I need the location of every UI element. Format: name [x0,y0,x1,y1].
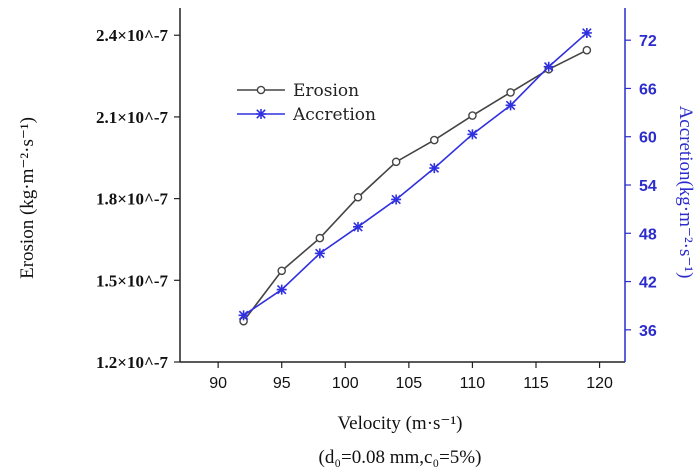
y-axis-title-left: Erosion (kg·m⁻²·s⁻¹) [17,117,38,279]
accretion-point [467,129,478,140]
erosion-point [429,135,439,145]
x-tick-label: 105 [396,375,423,392]
erosion-point [353,192,363,202]
y-left-tick-label: 2.4×10^-7 [96,26,168,45]
legend: Erosion Accretion [237,81,376,125]
erosion-point [315,233,325,243]
erosion-series-line [242,49,588,322]
y-right-tick-label: 66 [639,81,657,98]
y-right-tick-label: 42 [639,275,657,292]
x-axis-title: Velocity (m·s⁻¹) [338,413,463,434]
y-right-tick-label: 72 [639,33,657,50]
series-layer [238,27,592,326]
accretion-point [276,284,287,295]
erosion-point [277,266,287,276]
erosion-point [582,45,592,55]
y-left-tick-label: 1.2×10^-7 [96,353,168,372]
y-right-tick-label: 60 [639,130,657,147]
y-right-tick-label: 36 [639,323,657,340]
accretion-series-line [243,32,588,316]
y-left-tick-label: 1.5×10^-7 [96,271,168,290]
y-right-tick-label: 48 [639,226,657,243]
x-tick-label: 110 [460,375,486,392]
accretion-point [238,310,249,321]
x-tick-label: 90 [209,375,227,392]
erosion-point [506,88,515,97]
x-tick-label: 100 [332,375,359,392]
accretion-point [429,163,440,174]
chart-subtitle: (d₀=0.08 mm,c₀=5%) [319,447,482,468]
accretion-point [391,194,402,205]
labels-layer: Velocity (m·s⁻¹) (d₀=0.08 mm,c₀=5%) Eros… [17,106,696,468]
x-tick-label: 120 [586,375,613,392]
accretion-legend-label: Accretion [292,105,376,125]
accretion-point [314,248,325,259]
accretion-point [353,221,363,232]
y-left-tick-label: 1.8×10^-7 [96,190,168,209]
x-tick-label: 115 [523,375,549,392]
erosion-legend-label: Erosion [293,81,359,101]
x-tick-label: 95 [273,375,291,392]
erosion-point [256,85,266,95]
accretion-point [505,100,516,111]
axes-layer: 90 95 100 105 110 115 120 1.2×10^-7 1.5×10^-7 1.8… [96,8,657,392]
y-right-tick-label: 54 [639,178,657,195]
accretion-point [256,109,266,119]
y-axis-title-right: Accretion(kg·m⁻²·s⁻¹) [675,106,696,279]
accretion-point [581,27,592,38]
y-left-tick-label: 2.1×10^-7 [96,108,168,127]
erosion-point [391,157,401,167]
accretion-point [543,61,554,72]
erosion-point [468,111,477,120]
